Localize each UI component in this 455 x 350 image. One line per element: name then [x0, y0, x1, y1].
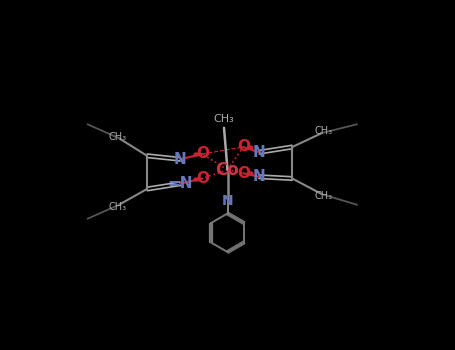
Text: CH₃: CH₃: [315, 191, 333, 201]
Text: CH₃: CH₃: [214, 114, 234, 124]
Text: CH₃: CH₃: [108, 202, 126, 211]
Text: CH₃: CH₃: [315, 126, 333, 136]
Text: CH₃: CH₃: [108, 132, 126, 141]
Text: Co: Co: [216, 161, 239, 179]
Text: N: N: [253, 145, 265, 160]
Text: =N: =N: [167, 176, 193, 191]
Text: N: N: [253, 169, 265, 184]
Text: O: O: [196, 147, 209, 161]
Text: O: O: [237, 140, 250, 154]
Text: N: N: [174, 152, 187, 167]
Text: O: O: [196, 171, 209, 186]
Text: N: N: [222, 194, 233, 208]
Text: O: O: [237, 166, 250, 181]
